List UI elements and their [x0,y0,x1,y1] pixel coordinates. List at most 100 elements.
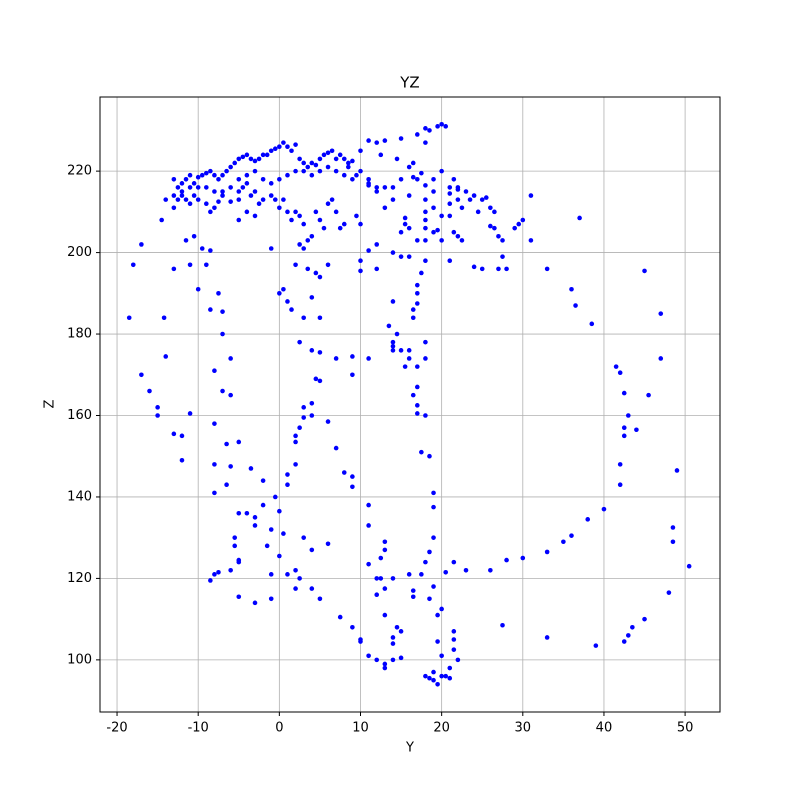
point [398,176,404,182]
point [504,557,509,563]
y-tick-label: 200 [67,245,92,260]
point [520,555,526,561]
point [248,156,254,162]
point [139,242,144,247]
point [187,185,193,190]
point [398,229,404,235]
point [244,510,250,516]
point [366,523,371,528]
point [313,209,319,215]
point [305,238,311,243]
point [195,174,201,180]
point [402,215,408,221]
y-tick-label: 100 [67,652,92,667]
point [589,321,595,327]
point [248,193,254,198]
point [479,266,485,272]
point [415,403,420,408]
point [520,217,526,223]
y-tick-label: 220 [67,164,92,179]
point [236,557,242,563]
point [212,572,217,577]
point [686,563,692,569]
point [289,148,294,154]
point [337,225,343,231]
point [350,176,355,182]
point [378,555,384,561]
point [410,315,416,321]
point [621,390,627,396]
point [244,209,250,215]
point [346,164,351,170]
point [260,502,266,508]
point [321,225,327,231]
point [544,266,550,272]
point [382,138,388,143]
point [382,612,388,618]
point [293,586,298,591]
point [483,195,489,200]
point [277,176,282,182]
point [670,525,676,530]
y-tick-label: 140 [67,489,92,504]
point [358,168,363,174]
point [175,185,181,190]
point [423,209,428,215]
point [301,535,306,540]
point [228,567,233,573]
point [333,168,339,174]
point [358,258,363,264]
point [439,168,444,174]
point [366,502,371,508]
point [427,549,432,555]
point [415,411,420,416]
point [285,472,290,477]
point [431,677,436,683]
point [423,673,428,679]
point [402,364,408,369]
point [244,172,250,178]
point [447,665,453,671]
point [488,567,493,573]
point [268,193,274,198]
point [447,201,453,207]
point [674,468,680,473]
point [366,138,371,143]
point [410,174,416,180]
point [228,164,233,170]
point [500,622,505,628]
point [447,675,453,681]
point [496,266,501,272]
point [447,213,453,219]
point [220,172,225,178]
point [325,262,331,268]
point [471,264,477,270]
point [350,372,355,378]
point [236,156,242,162]
point [382,185,388,190]
y-tick-label: 180 [67,327,92,342]
point [415,282,420,288]
point [195,286,201,292]
point [423,356,428,361]
point [528,238,534,243]
point [374,266,380,272]
point [621,425,627,431]
point [390,657,396,663]
point [382,586,388,591]
point [435,124,440,129]
point [161,315,167,321]
point [459,205,465,211]
point [366,181,371,186]
point [236,594,242,600]
point [236,510,242,516]
point [236,217,242,223]
point [301,160,306,166]
point [410,588,416,593]
point [443,673,449,679]
point [256,156,262,162]
point [208,209,213,215]
point [451,629,457,634]
point [613,364,619,369]
point [447,258,453,264]
